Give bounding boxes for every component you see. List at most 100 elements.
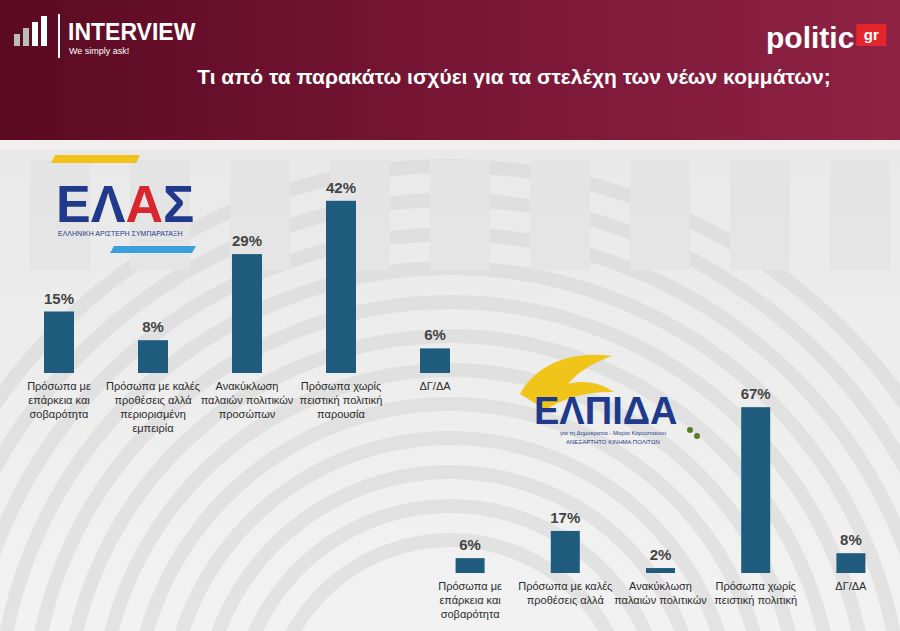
data-label: 8% — [840, 531, 862, 548]
data-label: 6% — [459, 536, 481, 553]
decor-panel — [630, 160, 690, 270]
title: Τι από τα παρακάτω ισχύει για τα στελέχη… — [197, 65, 831, 88]
title-char: Σ — [163, 175, 194, 233]
data-label: 67% — [741, 385, 771, 402]
category-label: Ανακύκλωση παλαιών πολιτικών — [614, 580, 707, 606]
brand-icon-bar — [32, 22, 38, 46]
decor-arc — [100, 370, 800, 631]
tagline: We simply ask! — [69, 46, 129, 56]
brand: INTERVIEW — [68, 19, 196, 45]
brand-divider — [58, 14, 60, 58]
text-line: Πρόσωπα με — [438, 580, 502, 592]
logo-leaf — [687, 427, 693, 433]
bar — [44, 312, 74, 374]
text-line: Ανακύκλωση — [216, 380, 279, 392]
bar — [232, 254, 262, 373]
data-label: 29% — [232, 232, 262, 249]
decor-arc — [134, 404, 766, 631]
plot-area — [456, 407, 866, 573]
text-line: ΔΓ/ΔΑ — [419, 380, 451, 392]
logo-stripe — [110, 246, 196, 253]
data-label: 17% — [550, 509, 580, 526]
decor-panel — [30, 160, 90, 270]
decor-arc — [32, 302, 868, 631]
bar — [456, 558, 485, 573]
background-decoration — [0, 160, 900, 631]
category-label: Πρόσωπα με καλές προθέσεις αλλά περιορισμέ… — [106, 380, 200, 434]
decor-panel — [730, 160, 790, 270]
decor-panel — [530, 160, 590, 270]
chart-title: ΕΛΑΣ — [56, 175, 194, 233]
text-line: προθέσεις αλλά — [114, 394, 192, 406]
text-line: προθέσεις αλλά — [527, 594, 605, 606]
annotation: ΑΝΕΞΑΡΤΗΤΟ ΚΙΝΗΜΑ ΠΟΛΙΤΩΝ — [566, 439, 660, 445]
category-label: Πρόσωπα με καλές προθέσεις αλλά — [518, 580, 612, 606]
text-line: προσώπων — [219, 408, 276, 420]
bar — [326, 201, 356, 373]
source-logo: politic — [766, 21, 854, 54]
text-line: παλαιών πολιτικών — [614, 594, 707, 606]
bar — [420, 348, 450, 373]
category-label: Ανακύκλωση παλαιών πολιτικών προσώπων — [201, 380, 294, 420]
party-logo: ΕΛΠΙΔΑγια τη Δημοκρατία - Μαρία Καρυστια… — [520, 355, 700, 445]
brand-icon-bar — [14, 34, 20, 46]
category-label: Πρόσωπα χωρίς πειστική πολιτική παρουσία — [300, 380, 383, 420]
category-label: Πρόσωπα με επάρκεια και σοβαρότητα — [27, 380, 91, 420]
decor-arc — [66, 336, 834, 631]
text-line: σοβαρότητα — [30, 408, 89, 420]
text-line: Πρόσωπα χωρίς — [301, 380, 381, 392]
decor-panel — [830, 160, 890, 270]
text-line: πειστική πολιτική — [300, 394, 383, 406]
logo-stripe — [51, 155, 140, 163]
brand-icon-bar — [41, 16, 47, 46]
source-badge — [856, 24, 886, 46]
chart-title: ΕΛΠΙΔΑ — [534, 390, 677, 432]
title-char: Ε — [56, 175, 91, 233]
text-line: Πρόσωπα με καλές — [518, 580, 612, 592]
decor-panel — [430, 160, 490, 270]
text-line: σοβαρότητα — [441, 608, 500, 620]
source-suffix: gr — [864, 26, 879, 43]
decor-arc — [0, 268, 900, 631]
text-line: εμπειρία — [132, 422, 174, 434]
bar — [551, 531, 580, 573]
logo-leaf — [694, 433, 700, 439]
category-label: Πρόσωπα χωρίς πειστική πολιτική — [714, 580, 797, 606]
brand-icon-bar — [23, 28, 29, 46]
bar — [138, 340, 168, 373]
text-line: επάρκεια και — [439, 594, 501, 606]
data-label: 2% — [650, 546, 672, 563]
bar — [646, 568, 675, 573]
category-label: Πρόσωπα με επάρκεια και σοβαρότητα — [438, 580, 502, 620]
text-line: επάρκεια και — [28, 394, 90, 406]
text-line: Πρόσωπα με — [27, 380, 91, 392]
data-label: 15% — [44, 290, 74, 307]
data-label: 8% — [142, 318, 164, 335]
text-line: Ανακύκλωση — [629, 580, 692, 592]
text-line: περιορισμένη — [120, 408, 186, 420]
category-label: ΔΓ/ΔΑ — [835, 580, 867, 592]
chart-subtitle: ΕΛΛΗΝΙΚΗ ΑΡΙΣΤΕΡΗ ΣΥΜΠΑΡΑΤΑΞΗ — [58, 230, 182, 237]
chart-subtitle: για τη Δημοκρατία - Μαρία Καρυστιανού — [560, 430, 666, 436]
text-line: ΔΓ/ΔΑ — [835, 580, 867, 592]
category-label: ΔΓ/ΔΑ — [419, 380, 451, 392]
text-line: παλαιών πολιτικών — [201, 394, 294, 406]
brand-icon — [14, 16, 47, 46]
party-logo: ΕΛΑΣΕΛΛΗΝΙΚΗ ΑΡΙΣΤΕΡΗ ΣΥΜΠΑΡΑΤΑΞΗ — [51, 155, 196, 253]
text-line: παρουσία — [317, 408, 365, 420]
text-line: Πρόσωπα με καλές — [106, 380, 200, 392]
text-line: Πρόσωπα χωρίς — [715, 580, 795, 592]
title-char: Α — [125, 175, 163, 233]
plot-area — [44, 201, 450, 373]
header-bg — [0, 0, 900, 140]
decor-panel — [230, 160, 290, 270]
chart-root: INTERVIEWWe simply ask! politic gr Τι από τ… — [0, 0, 900, 631]
bar — [741, 407, 770, 573]
bar — [836, 553, 865, 573]
text-line: Τι από τα παρακάτω ισχύει για τα στελέχη… — [197, 65, 831, 88]
decor-arc — [0, 234, 900, 631]
data-label: 42% — [326, 179, 356, 196]
title-char: Λ — [91, 175, 126, 233]
text-line: πειστική πολιτική — [714, 594, 797, 606]
data-label: 6% — [424, 326, 446, 343]
